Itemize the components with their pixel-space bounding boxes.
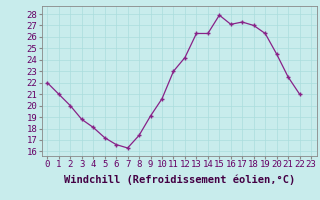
- X-axis label: Windchill (Refroidissement éolien,°C): Windchill (Refroidissement éolien,°C): [64, 175, 295, 185]
